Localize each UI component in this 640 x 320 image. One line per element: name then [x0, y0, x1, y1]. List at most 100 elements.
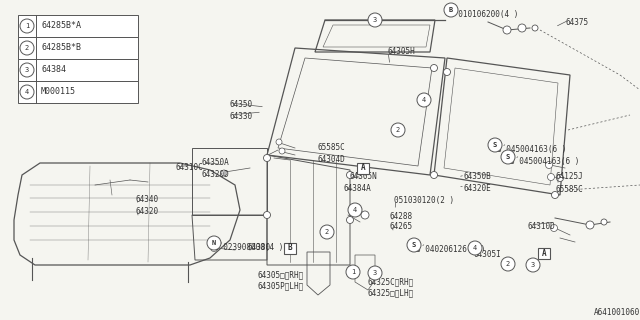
Circle shape	[346, 217, 353, 223]
Text: 64350A: 64350A	[202, 158, 230, 167]
Text: 3: 3	[531, 262, 535, 268]
Text: 1: 1	[25, 23, 29, 29]
Text: 64350B: 64350B	[463, 172, 491, 181]
Circle shape	[468, 241, 482, 255]
Text: 051030120(2 ): 051030120(2 )	[394, 196, 454, 205]
Circle shape	[368, 13, 382, 27]
Bar	[18, 59, 138, 81]
Bar	[18, 81, 138, 103]
Text: 1: 1	[351, 269, 355, 275]
Text: 64305P〈LH〉: 64305P〈LH〉	[258, 281, 304, 290]
Bar	[284, 243, 296, 253]
Text: 3: 3	[25, 67, 29, 73]
Text: A: A	[541, 249, 547, 258]
Text: 64305N: 64305N	[350, 172, 378, 181]
Circle shape	[221, 170, 227, 176]
Text: 4: 4	[353, 207, 357, 213]
Circle shape	[264, 155, 271, 162]
Circle shape	[20, 19, 34, 33]
Circle shape	[550, 225, 557, 231]
Text: 64350: 64350	[229, 100, 252, 109]
Circle shape	[346, 172, 353, 179]
Circle shape	[20, 41, 34, 55]
Circle shape	[417, 93, 431, 107]
Text: 2: 2	[506, 261, 510, 267]
Text: B: B	[449, 7, 453, 13]
Text: 64325□〈LH〉: 64325□〈LH〉	[368, 288, 414, 297]
Circle shape	[407, 238, 421, 252]
Text: 64304D: 64304D	[318, 155, 346, 164]
Text: 64330: 64330	[229, 112, 252, 121]
Text: A641001060: A641001060	[594, 308, 640, 317]
Circle shape	[276, 139, 282, 145]
Circle shape	[20, 85, 34, 99]
Circle shape	[431, 65, 438, 71]
Circle shape	[547, 173, 554, 180]
Text: 64320E: 64320E	[463, 184, 491, 193]
Text: 64384: 64384	[41, 66, 66, 75]
Circle shape	[545, 162, 552, 169]
Circle shape	[207, 236, 221, 250]
Text: 3: 3	[373, 270, 377, 276]
Circle shape	[279, 148, 285, 154]
Circle shape	[264, 212, 271, 219]
Circle shape	[526, 258, 540, 272]
Text: S: S	[412, 242, 416, 248]
Text: 64325C〈RH〉: 64325C〈RH〉	[368, 277, 414, 286]
Text: A: A	[361, 164, 365, 172]
Bar	[18, 15, 138, 37]
Circle shape	[431, 172, 438, 179]
Circle shape	[552, 191, 559, 198]
Circle shape	[532, 25, 538, 31]
Bar	[18, 37, 138, 59]
Circle shape	[503, 26, 511, 34]
Text: B´010106200(4 ): B´010106200(4 )	[449, 10, 518, 19]
Text: B: B	[288, 244, 292, 252]
Text: 64320D: 64320D	[202, 170, 230, 179]
Circle shape	[368, 266, 382, 280]
Bar	[357, 163, 369, 173]
Circle shape	[557, 174, 563, 181]
Text: 64305H: 64305H	[388, 47, 416, 56]
Circle shape	[501, 150, 515, 164]
Text: 64285B*B: 64285B*B	[41, 44, 81, 52]
Circle shape	[444, 3, 458, 17]
Circle shape	[211, 244, 218, 252]
Text: S´045004163(6 ): S´045004163(6 )	[497, 145, 566, 154]
Text: M000115: M000115	[41, 87, 76, 97]
Text: 64375: 64375	[565, 18, 588, 27]
Text: 2: 2	[325, 229, 329, 235]
Circle shape	[20, 63, 34, 77]
Circle shape	[601, 219, 607, 225]
Text: S´045004163(6 ): S´045004163(6 )	[510, 157, 579, 166]
Circle shape	[586, 221, 594, 229]
Text: 64305I: 64305I	[474, 250, 502, 259]
Text: 64380: 64380	[248, 243, 271, 252]
Text: 65585C: 65585C	[556, 185, 584, 194]
Text: S: S	[493, 142, 497, 148]
Text: N´023908000(4 ): N´023908000(4 )	[214, 243, 284, 252]
Circle shape	[361, 211, 369, 219]
Circle shape	[391, 123, 405, 137]
Circle shape	[348, 203, 362, 217]
Text: 64265: 64265	[389, 222, 412, 231]
Text: 4: 4	[422, 97, 426, 103]
Text: 64384A: 64384A	[343, 184, 371, 193]
Text: 64310C: 64310C	[175, 163, 203, 172]
Text: 2: 2	[396, 127, 400, 133]
Text: 3: 3	[373, 17, 377, 23]
Circle shape	[488, 138, 502, 152]
Circle shape	[444, 68, 451, 76]
Text: 64320: 64320	[135, 207, 158, 216]
Text: 64305□〈RH〉: 64305□〈RH〉	[258, 270, 304, 279]
Text: 4: 4	[473, 245, 477, 251]
Text: 64340: 64340	[135, 195, 158, 204]
Text: 2: 2	[25, 45, 29, 51]
Text: S´040206126(8 ): S´040206126(8 )	[416, 245, 485, 254]
Text: 64310D: 64310D	[528, 222, 556, 231]
Text: 64288: 64288	[389, 212, 412, 221]
Circle shape	[518, 24, 526, 32]
Text: 65585C: 65585C	[318, 143, 346, 152]
Text: 64285B*A: 64285B*A	[41, 21, 81, 30]
Circle shape	[501, 257, 515, 271]
